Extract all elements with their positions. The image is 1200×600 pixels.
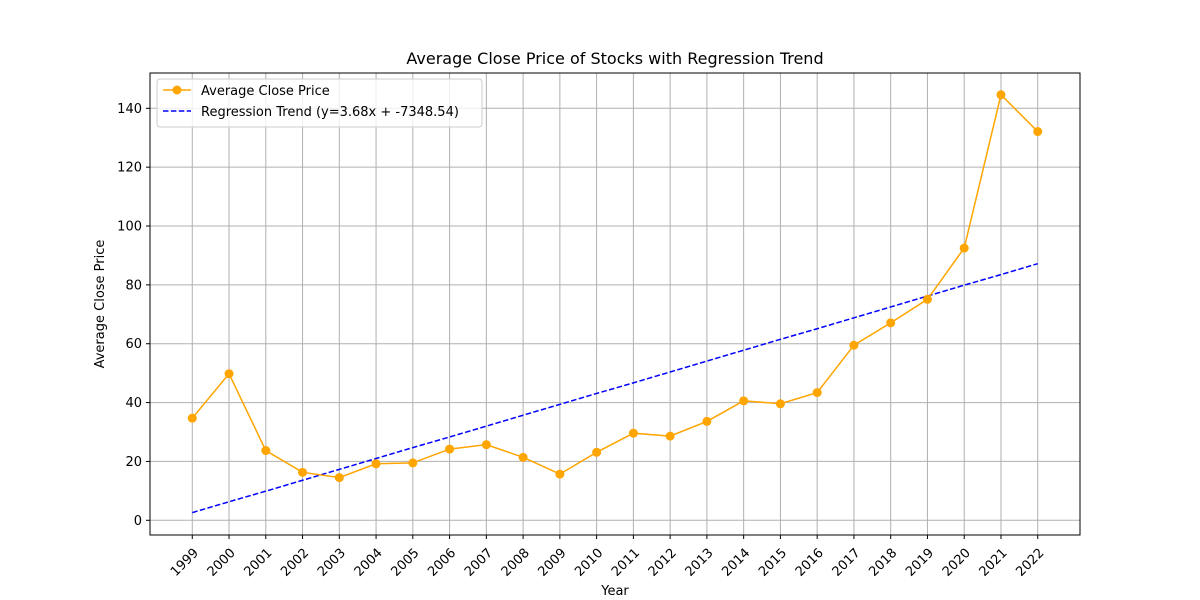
data-point-average-close-price xyxy=(775,399,785,409)
x-tick-label: 2020 xyxy=(940,546,974,580)
legend-swatch-marker-average xyxy=(172,85,182,95)
x-tick-label: 2016 xyxy=(793,546,827,580)
data-point-average-close-price xyxy=(628,428,638,438)
data-point-average-close-price xyxy=(959,243,969,253)
x-tick-label: 2022 xyxy=(1013,546,1047,580)
x-tick-label: 2018 xyxy=(866,546,900,580)
x-axis-label: Year xyxy=(600,584,629,599)
y-tick-label: 80 xyxy=(125,278,142,293)
x-tick-label: 2012 xyxy=(646,546,680,580)
x-tick-label: 2008 xyxy=(499,546,533,580)
data-point-average-close-price xyxy=(224,369,234,379)
data-point-average-close-price xyxy=(518,452,528,462)
data-point-average-close-price xyxy=(592,447,602,457)
y-tick-label: 100 xyxy=(117,220,142,235)
grid xyxy=(150,73,1080,535)
legend: Average Close Price Regression Trend (y=… xyxy=(156,78,483,128)
x-tick-label: 2002 xyxy=(278,546,312,580)
chart-title: Average Close Price of Stocks with Regre… xyxy=(406,49,823,68)
x-tick-label: 2000 xyxy=(205,546,239,580)
x-tick-label: 2009 xyxy=(536,546,570,580)
data-point-average-close-price xyxy=(996,90,1006,100)
x-tick-label: 2019 xyxy=(903,546,937,580)
y-axis-label: Average Close Price xyxy=(93,240,108,369)
y-tick-label: 0 xyxy=(134,514,142,529)
data-point-average-close-price xyxy=(739,396,749,406)
data-point-average-close-price xyxy=(849,340,859,350)
data-point-average-close-price xyxy=(261,446,271,456)
y-tick-label: 40 xyxy=(125,396,142,411)
data-point-average-close-price xyxy=(481,440,491,450)
series-line-average-close-price xyxy=(191,93,1039,479)
y-tick-label: 140 xyxy=(117,102,142,117)
series-layer xyxy=(187,90,1043,514)
x-tick-label: 2005 xyxy=(388,546,422,580)
x-tick-label: 1999 xyxy=(168,546,202,580)
x-tick-label: 2014 xyxy=(719,546,753,580)
x-tick-label: 2007 xyxy=(462,546,496,580)
data-point-average-close-price xyxy=(702,416,712,426)
x-tick-label: 2004 xyxy=(352,546,386,580)
data-point-average-close-price xyxy=(922,294,932,304)
data-point-average-close-price xyxy=(187,413,197,423)
series-line-regression-trend xyxy=(192,262,1038,514)
data-point-average-close-price xyxy=(445,444,455,454)
tick-layer: 1999 2000 2001 2002 2003 2004 2005 2006 2007 2008… xyxy=(117,102,1047,580)
y-tick-label: 60 xyxy=(125,337,142,352)
x-tick-label: 2001 xyxy=(241,546,275,580)
x-tick-label: 2017 xyxy=(830,546,864,580)
legend-entry-average: Average Close Price xyxy=(201,84,330,99)
legend-entry-regression: Regression Trend (y=3.68x + -7348.54) xyxy=(201,105,459,120)
data-point-average-close-price xyxy=(812,388,822,398)
x-tick-label: 2011 xyxy=(609,546,643,580)
x-tick-label: 2015 xyxy=(756,546,790,580)
x-tick-label: 2010 xyxy=(572,546,606,580)
data-point-average-close-price xyxy=(665,431,675,441)
data-point-average-close-price xyxy=(334,473,344,483)
y-tick-label: 20 xyxy=(125,455,142,470)
data-point-average-close-price xyxy=(408,458,418,468)
data-point-average-close-price xyxy=(298,467,308,477)
x-tick-label: 2006 xyxy=(425,546,459,580)
data-point-average-close-price xyxy=(371,459,381,469)
x-tick-label: 2003 xyxy=(315,546,349,580)
x-tick-label: 2021 xyxy=(977,546,1011,580)
legend-box xyxy=(156,78,483,128)
x-tick-label: 2013 xyxy=(683,546,717,580)
y-tick-label: 120 xyxy=(117,161,142,176)
data-point-average-close-price xyxy=(886,318,896,328)
data-point-average-close-price xyxy=(555,469,565,479)
plot-frame xyxy=(149,72,1081,536)
data-point-average-close-price xyxy=(1033,127,1043,137)
